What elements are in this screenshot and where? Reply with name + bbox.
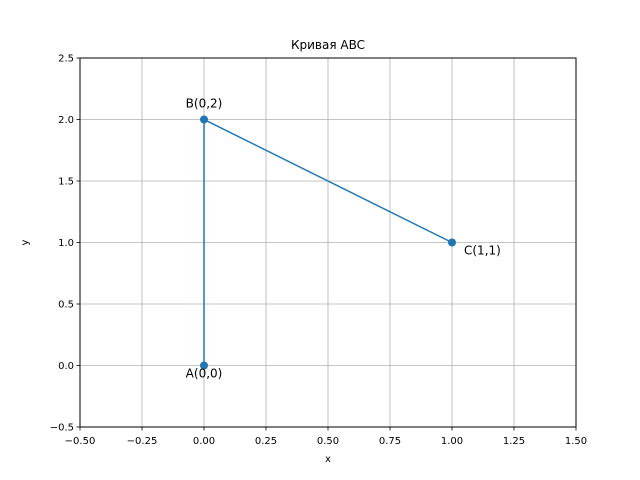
point-label: B(0,2) [186, 97, 223, 111]
x-axis-label: x [325, 454, 331, 465]
y-tick-label: 0.5 [58, 300, 74, 311]
point-labels: A(0,0) B(0,2) C(1,1) [186, 97, 501, 381]
x-axis-ticks: −0.50 −0.25 0.00 0.25 0.50 0.75 1.00 1.25 1.50 [65, 427, 587, 447]
y-tick-label: 0.0 [58, 361, 74, 372]
data-point [200, 361, 208, 370]
y-tick-label: 1.5 [58, 177, 74, 188]
x-tick-label: 0.00 [193, 436, 215, 447]
point-label: C(1,1) [464, 244, 501, 258]
x-tick-label: 0.25 [255, 436, 277, 447]
data-point [448, 238, 456, 247]
y-axis-ticks: −0.5 0.0 0.5 1.0 1.5 2.0 2.5 [50, 54, 80, 434]
y-axis-label: y [20, 239, 31, 245]
x-tick-label: 1.25 [503, 436, 525, 447]
data-points [200, 115, 456, 370]
x-tick-label: −0.25 [127, 436, 158, 447]
x-tick-label: 0.75 [379, 436, 401, 447]
y-tick-label: 2.5 [58, 54, 74, 65]
y-tick-label: −0.5 [50, 423, 74, 434]
y-tick-label: 2.0 [58, 115, 74, 126]
x-tick-label: 0.50 [317, 436, 339, 447]
chart-title: Кривая ABC [291, 38, 365, 52]
x-tick-label: −0.50 [65, 436, 96, 447]
x-tick-label: 1.50 [565, 436, 587, 447]
data-point [200, 115, 208, 124]
x-tick-label: 1.00 [441, 436, 463, 447]
point-label: A(0,0) [186, 367, 223, 381]
y-tick-label: 1.0 [58, 238, 74, 249]
grid [79, 57, 577, 428]
